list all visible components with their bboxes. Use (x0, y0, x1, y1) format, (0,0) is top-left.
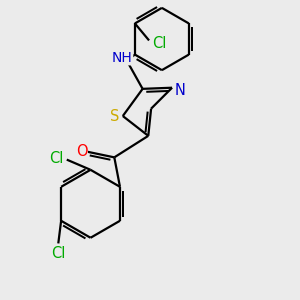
Text: N: N (175, 83, 185, 98)
Text: S: S (110, 109, 120, 124)
Text: NH: NH (112, 51, 133, 65)
Text: Cl: Cl (50, 151, 64, 166)
Text: Cl: Cl (51, 246, 65, 261)
Text: O: O (76, 144, 87, 159)
Text: Cl: Cl (152, 36, 166, 51)
